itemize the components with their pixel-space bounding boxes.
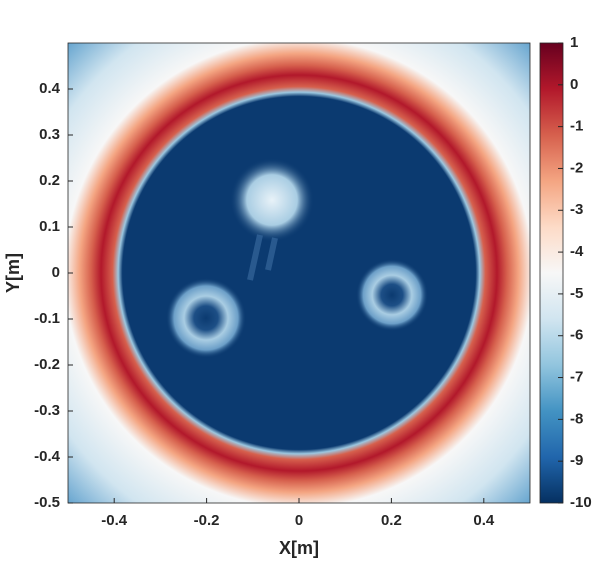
colorbar-tick-label: -3	[570, 201, 583, 218]
field	[68, 43, 530, 503]
y-tick-label: 0.3	[39, 126, 60, 143]
colorbar-tick-label: -9	[570, 452, 583, 469]
y-tick-label: -0.3	[34, 402, 60, 419]
colorbar-tick-label: 1	[570, 34, 578, 51]
x-tick-label: 0.2	[381, 512, 402, 529]
y-tick-label: -0.1	[34, 310, 60, 327]
y-tick-label: -0.2	[34, 356, 60, 373]
colorbar-tick-label: -7	[570, 369, 583, 386]
y-tick-label: 0.1	[39, 218, 60, 235]
colorbar-tick-label: -4	[570, 243, 584, 260]
colorbar-tick-label: 0	[570, 76, 578, 93]
y-tick-label: 0.4	[39, 80, 61, 97]
y-axis-label: Y[m]	[3, 253, 23, 293]
x-tick-label: -0.4	[101, 512, 128, 529]
y-tick-label: -0.4	[34, 448, 61, 465]
x-tick-label: 0	[295, 512, 303, 529]
x-tick-label: 0.4	[473, 512, 495, 529]
x-axis-label: X[m]	[279, 538, 319, 558]
colorbar-tick-label: -6	[570, 327, 583, 344]
colorbar-tick-label: -1	[570, 118, 583, 135]
colorbar-tick-label: -5	[570, 285, 583, 302]
colorbar-tick-label: -8	[570, 410, 583, 427]
y-tick-label: 0	[52, 264, 60, 281]
y-tick-label: 0.2	[39, 172, 60, 189]
colorbar-tick-label: -10	[570, 494, 592, 511]
colorbar	[539, 42, 564, 504]
colorbar-tick-label: -2	[570, 159, 583, 176]
y-tick-label: -0.5	[34, 494, 60, 511]
x-tick-label: -0.2	[194, 512, 220, 529]
